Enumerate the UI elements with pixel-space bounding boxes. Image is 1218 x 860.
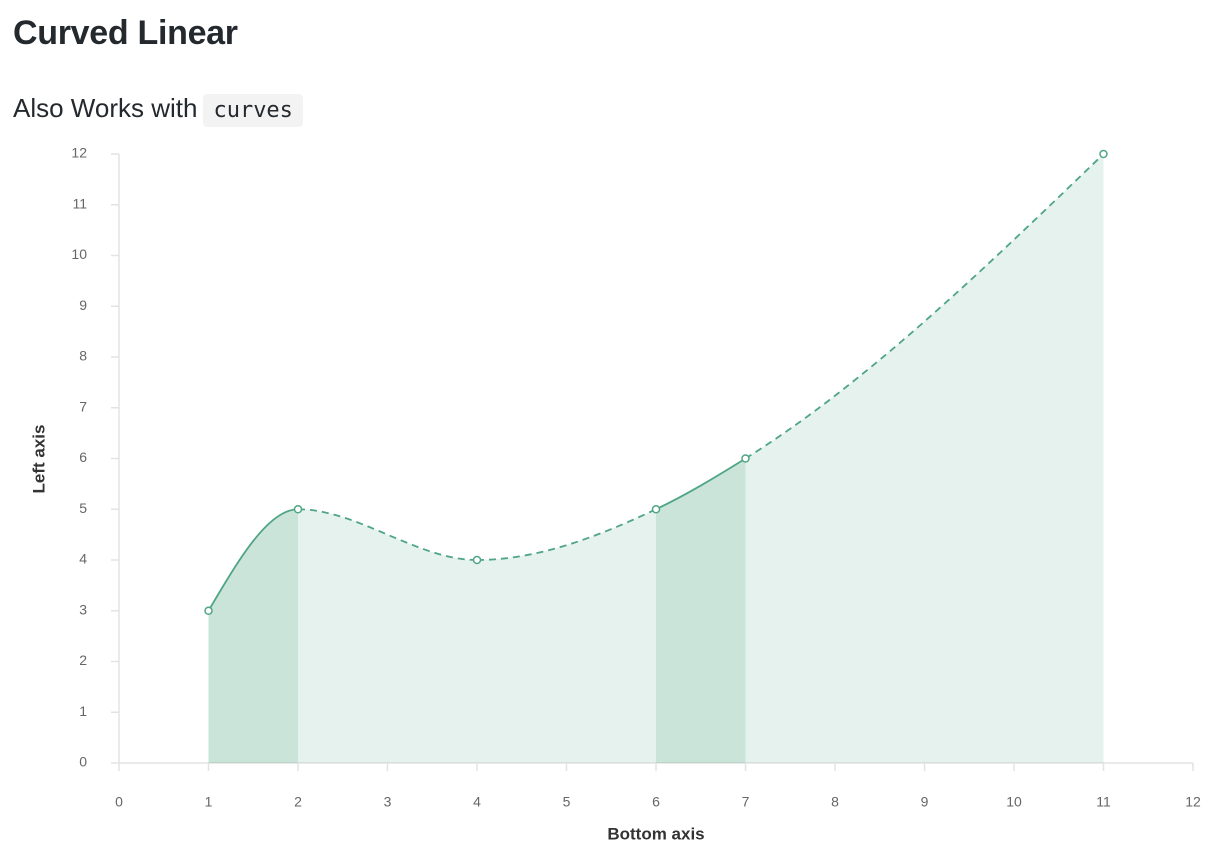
x-tick-label: 3 [384,794,392,810]
line-segment [207,508,299,612]
y-tick-label: 6 [79,449,87,465]
y-tick-label: 2 [79,652,87,668]
area [298,509,477,763]
area [208,509,298,763]
y-axis-label: Left axis [29,425,48,494]
y-tick-label: 7 [79,398,87,414]
point [1099,149,1108,159]
y-tick-label: 1 [79,703,87,719]
y-tick-label: 11 [72,195,87,211]
point [204,606,213,615]
point [472,555,482,565]
y-tick-label: 12 [71,145,87,161]
area [656,458,746,763]
x-axis-label: Bottom axis [607,824,704,843]
area [477,509,656,763]
point [651,505,661,514]
point [293,505,303,514]
page-title: Curved Linear [13,14,238,52]
x-tick-label: 12 [1185,794,1201,810]
x-tick-label: 10 [1006,794,1022,810]
y-tick-label: 3 [79,601,87,617]
y-tick-label: 10 [71,246,87,262]
y-tick-label: 4 [79,551,87,567]
x-tick-label: 0 [115,794,123,810]
x-tick-label: 8 [831,794,839,810]
x-tick-label: 2 [294,794,302,810]
x-tick-label: 11 [1096,794,1111,810]
line-segment [655,457,746,511]
subtitle-code: curves [203,94,303,127]
x-tick-label: 1 [205,794,213,810]
subtitle: Also Works with curves [13,93,303,127]
x-tick-label: 4 [473,794,481,810]
y-tick-label: 5 [79,500,87,516]
y-tick-label: 8 [79,348,87,364]
y-tick-label: 0 [79,754,87,770]
point [741,454,750,463]
x-tick-label: 9 [921,794,929,810]
subtitle-text: Also Works with [13,93,198,123]
area [745,154,1104,763]
x-tick-label: 5 [563,794,571,810]
x-tick-label: 7 [742,794,750,810]
y-tick-label: 9 [79,297,87,313]
x-tick-label: 6 [652,794,660,810]
